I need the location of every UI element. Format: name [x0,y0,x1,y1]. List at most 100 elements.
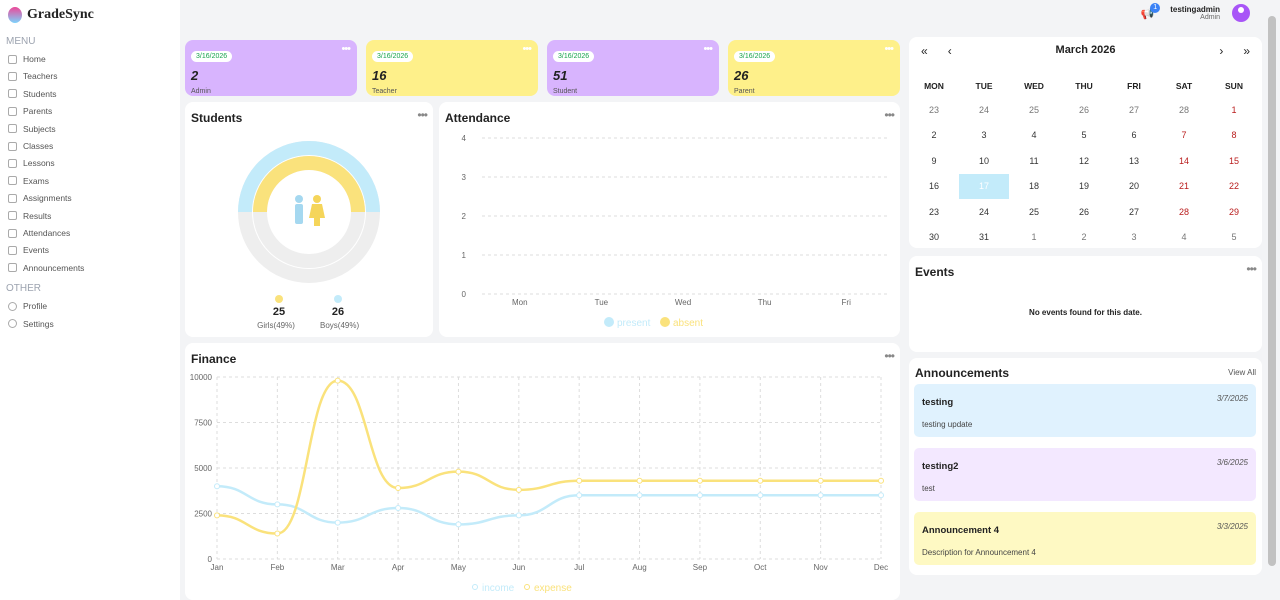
prev-year-button[interactable]: « [921,44,928,58]
calendar-day[interactable]: 15 [1228,155,1239,166]
announcement-item[interactable]: testing2 3/6/2025 test [914,448,1256,501]
calendar-day[interactable]: 14 [1178,155,1189,166]
calendar-day[interactable]: 25 [1028,206,1039,217]
calendar-day[interactable]: 5 [1231,232,1237,243]
calendar-day[interactable]: 17 [959,173,1009,199]
sidebar-item-label: Students [23,88,57,99]
sidebar-item-results[interactable]: Results [8,209,51,223]
more-options-icon[interactable]: ••• [884,43,894,55]
calendar-day[interactable]: 12 [1078,155,1089,166]
announcement-bell-icon[interactable]: 📢 1 [1141,2,1161,20]
sidebar-item-classes[interactable]: Classes [8,139,53,153]
more-options-icon[interactable]: ••• [884,108,895,122]
calendar-day[interactable]: 5 [1081,130,1087,141]
calendar-day[interactable]: 28 [1178,104,1189,115]
calendar-day[interactable]: 23 [928,206,939,217]
stat-card-parent: 3/16/2026 ••• 26 Parent [728,40,900,96]
point-income [274,501,281,508]
sidebar-item-label: Home [23,54,46,64]
x-tick-label: Jun [512,563,525,572]
calendar-day[interactable]: 9 [931,155,937,166]
calendar-day[interactable]: 24 [978,104,989,115]
calendar-day[interactable]: 7 [1181,130,1187,141]
calendar-day[interactable]: 1 [1231,104,1237,115]
calendar-day[interactable]: 22 [1228,181,1239,192]
logo[interactable]: GradeSync [8,7,94,23]
calendar-day[interactable]: 1 [1031,232,1037,243]
sidebar-item-parents[interactable]: Parents [8,104,52,118]
sidebar-item-label: Lessons [23,158,55,169]
point-expense [817,477,824,484]
calendar-day[interactable]: 26 [1078,206,1089,217]
students-icon [8,89,17,99]
calendar-day[interactable]: 4 [1031,130,1037,141]
calendar-day[interactable]: 4 [1181,232,1187,243]
sidebar-item-profile[interactable]: Profile [8,299,47,313]
point-income [455,521,462,528]
stat-value: 26 [734,68,749,83]
sidebar-item-lessons[interactable]: Lessons [8,156,55,170]
calendar-day[interactable]: 23 [928,104,939,115]
more-options-icon[interactable]: ••• [522,43,532,55]
x-tick-label: Oct [754,563,767,572]
prev-month-button[interactable]: ‹ [947,44,952,58]
weekday-fri: FRI [1127,81,1141,91]
point-income [636,492,643,499]
avatar[interactable] [1232,4,1250,22]
x-tick-label: Apr [392,563,405,572]
point-expense [334,377,341,384]
announcement-desc: test [922,484,935,493]
scrollbar[interactable] [1268,16,1276,566]
calendar-day[interactable]: 29 [1228,206,1239,217]
calendar-day[interactable]: 2 [931,130,937,141]
sidebar-item-settings[interactable]: Settings [8,317,54,331]
calendar-day[interactable]: 19 [1078,181,1089,192]
y-tick-label: 7500 [194,419,212,428]
calendar-day[interactable]: 13 [1128,155,1139,166]
more-options-icon[interactable]: ••• [1246,262,1257,276]
calendar-day[interactable]: 27 [1128,104,1139,115]
calendar-day[interactable]: 8 [1231,130,1237,141]
announcement-item[interactable]: testing 3/7/2025 testing update [914,384,1256,437]
sidebar-item-assignments[interactable]: Assignments [8,191,72,205]
stat-label: Admin [191,88,211,95]
calendar-day[interactable]: 2 [1081,232,1087,243]
next-month-button[interactable]: › [1219,44,1224,58]
announcement-item[interactable]: Announcement 4 3/3/2025 Description for An… [914,512,1256,565]
calendar-day[interactable]: 11 [1029,155,1039,166]
view-all-link[interactable]: View All [1228,368,1256,377]
sidebar-item-teachers[interactable]: Teachers [8,69,58,83]
sidebar-item-events[interactable]: Events [8,243,49,257]
calendar-day[interactable]: 3 [1131,232,1137,243]
calendar-day[interactable]: 10 [978,155,989,166]
calendar-day[interactable]: 18 [1028,181,1039,192]
calendar-day[interactable]: 28 [1178,206,1189,217]
next-year-button[interactable]: » [1243,44,1250,58]
sidebar-item-exams[interactable]: Exams [8,174,49,188]
calendar-day[interactable]: 21 [1178,181,1189,192]
sidebar-item-subjects[interactable]: Subjects [8,122,56,136]
sidebar-item-students[interactable]: Students [8,87,57,101]
calendar-day[interactable]: 31 [978,232,989,243]
line-expense [216,379,881,535]
calendar-day[interactable]: 30 [928,232,939,243]
calendar-day[interactable]: 20 [1128,181,1139,192]
calendar-day[interactable]: 24 [978,206,989,217]
sidebar-item-attendances[interactable]: Attendances [8,226,70,240]
more-options-icon[interactable]: ••• [341,43,351,55]
weekday-sat: SAT [1175,81,1193,91]
username: testingadmin [1170,5,1220,14]
calendar-day[interactable]: 27 [1128,206,1139,217]
more-options-icon[interactable]: ••• [703,43,713,55]
more-options-icon[interactable]: ••• [884,349,895,363]
calendar-day[interactable]: 16 [928,181,939,192]
legend-marker-present [604,317,614,327]
sidebar-item-home[interactable]: Home [8,52,46,66]
calendar-day[interactable]: 6 [1131,130,1137,141]
more-options-icon[interactable]: ••• [417,108,428,122]
point-income [696,492,703,499]
sidebar-item-announcements[interactable]: Announcements [8,261,84,275]
calendar-day[interactable]: 3 [981,130,987,141]
calendar-day[interactable]: 25 [1028,104,1039,115]
calendar-day[interactable]: 26 [1078,104,1089,115]
